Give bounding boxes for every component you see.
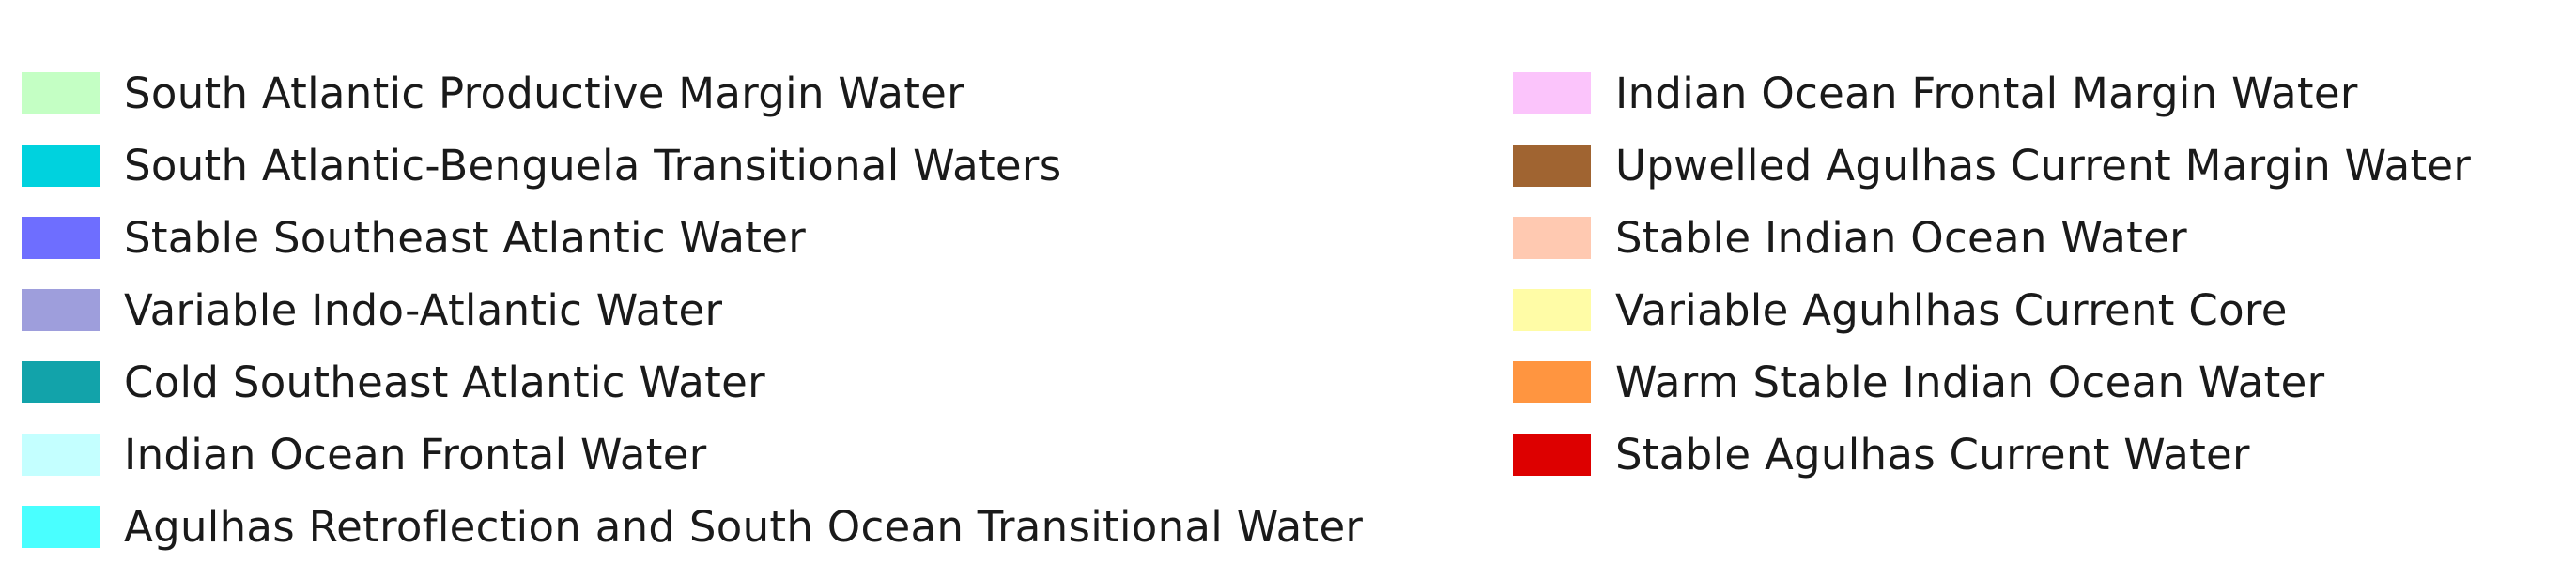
legend-swatch xyxy=(1513,145,1591,187)
legend-swatch xyxy=(22,72,100,114)
legend-item: Stable Agulhas Current Water xyxy=(1513,418,2471,491)
legend-label: Stable Agulhas Current Water xyxy=(1615,430,2250,479)
legend-label: Indian Ocean Frontal Margin Water xyxy=(1615,68,2358,118)
legend-item: Agulhas Retroflection and South Ocean Tr… xyxy=(22,491,1363,563)
legend-swatch xyxy=(22,289,100,331)
legend-label: South Atlantic-Benguela Transitional Wat… xyxy=(124,141,1062,190)
legend-label: Stable Southeast Atlantic Water xyxy=(124,213,807,263)
legend-item: South Atlantic Productive Margin Water xyxy=(22,57,1363,129)
legend-label: Upwelled Agulhas Current Margin Water xyxy=(1615,141,2472,190)
legend-item: Indian Ocean Frontal Margin Water xyxy=(1513,57,2471,129)
legend-label: Variable Indo-Atlantic Water xyxy=(124,285,723,335)
legend-label: Indian Ocean Frontal Water xyxy=(124,430,707,479)
legend-swatch xyxy=(22,506,100,548)
legend-item: Variable Aguhlhas Current Core xyxy=(1513,274,2471,346)
legend-swatch xyxy=(22,145,100,187)
legend-item: Variable Indo-Atlantic Water xyxy=(22,274,1363,346)
legend-swatch xyxy=(22,434,100,476)
legend-item: Upwelled Agulhas Current Margin Water xyxy=(1513,129,2471,202)
legend-label: Cold Southeast Atlantic Water xyxy=(124,358,765,407)
legend-item: Stable Southeast Atlantic Water xyxy=(22,202,1363,274)
legend-swatch xyxy=(1513,361,1591,403)
legend-label: Variable Aguhlhas Current Core xyxy=(1615,285,2288,335)
legend-item: Warm Stable Indian Ocean Water xyxy=(1513,346,2471,418)
legend-swatch xyxy=(1513,434,1591,476)
legend-label: Agulhas Retroflection and South Ocean Tr… xyxy=(124,502,1364,552)
legend-item: Indian Ocean Frontal Water xyxy=(22,418,1363,491)
legend-label: Warm Stable Indian Ocean Water xyxy=(1615,358,2325,407)
legend-label: Stable Indian Ocean Water xyxy=(1615,213,2187,263)
legend-item: Cold Southeast Atlantic Water xyxy=(22,346,1363,418)
legend-swatch xyxy=(22,217,100,259)
legend-swatch xyxy=(1513,72,1591,114)
legend-column-right: Indian Ocean Frontal Margin Water Upwell… xyxy=(1513,57,2471,491)
legend-label: South Atlantic Productive Margin Water xyxy=(124,68,964,118)
legend-item: South Atlantic-Benguela Transitional Wat… xyxy=(22,129,1363,202)
legend-swatch xyxy=(22,361,100,403)
legend-item: Stable Indian Ocean Water xyxy=(1513,202,2471,274)
legend-swatch xyxy=(1513,289,1591,331)
legend-column-left: South Atlantic Productive Margin Water S… xyxy=(22,57,1363,563)
legend-swatch xyxy=(1513,217,1591,259)
